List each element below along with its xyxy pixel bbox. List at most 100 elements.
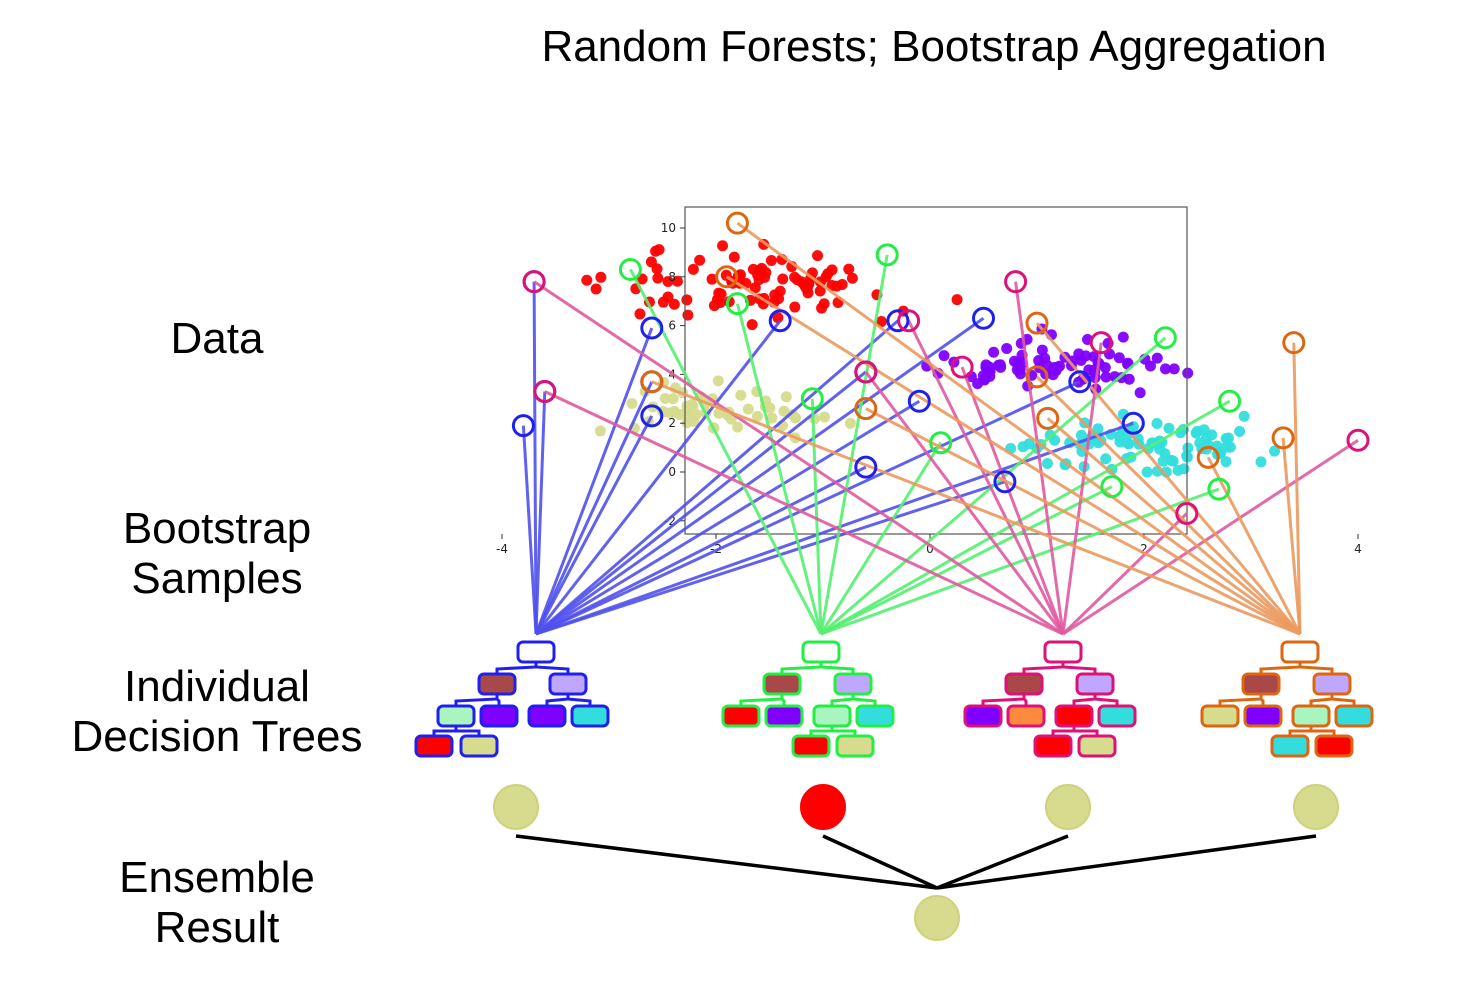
data-point xyxy=(728,251,740,263)
tree-3-edge xyxy=(1022,662,1065,674)
tree-2-leaf-node xyxy=(791,734,831,758)
tree-4-sample-ring xyxy=(640,370,664,394)
tree-4-sample-line xyxy=(725,275,1301,636)
data-point xyxy=(1159,363,1171,375)
data-point xyxy=(1041,457,1053,469)
data-point xyxy=(1134,387,1146,399)
tree-3-leaf-node xyxy=(1033,734,1073,758)
data-point xyxy=(843,263,855,275)
tree-2-sample-line xyxy=(810,398,823,635)
tree-3 xyxy=(963,640,1137,758)
tree-1-edge xyxy=(566,694,592,706)
data-point xyxy=(772,312,784,324)
tree-3-sample-ring xyxy=(950,355,974,379)
data-point xyxy=(735,389,747,401)
tree-3-leaf-node xyxy=(1006,704,1046,728)
tree-4-prediction xyxy=(1293,784,1339,830)
data-point xyxy=(694,254,706,266)
y-tick-label: 6 xyxy=(668,319,676,333)
tree-1-sample-line xyxy=(535,319,899,636)
tree-4-leaf-node xyxy=(1270,734,1310,758)
tree-3-edge xyxy=(981,694,1026,706)
tree-3-root-node xyxy=(1043,640,1083,664)
tree-3-sample-line xyxy=(907,320,1065,635)
y-tick-label: 10 xyxy=(661,221,676,235)
tree-4-edge xyxy=(1218,694,1263,706)
data-point xyxy=(690,409,702,421)
tree-3-sample-ring xyxy=(1175,501,1199,525)
tree-1-sample-ring xyxy=(511,414,535,438)
ensemble-result-node xyxy=(914,895,960,941)
data-point xyxy=(951,294,963,306)
tree-4-sample-ring xyxy=(1025,311,1049,335)
tree-3-sample-line xyxy=(1062,439,1359,636)
tree-2-sample-line xyxy=(735,303,823,635)
tree-3-inner-node xyxy=(1075,672,1115,696)
tree-2-leaf-node xyxy=(764,704,804,728)
tree-1-root-node xyxy=(516,640,556,664)
data-point xyxy=(590,283,602,295)
data-point xyxy=(712,375,724,387)
data-point xyxy=(706,273,718,285)
data-point xyxy=(988,346,1000,358)
tree-4-sample-ring xyxy=(854,397,878,421)
tree-2-root-node xyxy=(801,640,841,664)
tree-1-sample-line xyxy=(534,381,654,635)
x-tick-label: -4 xyxy=(496,542,508,556)
tree-1-edge xyxy=(534,662,570,674)
data-point xyxy=(1178,463,1190,475)
tree-3-inner-node xyxy=(1004,672,1044,696)
tree-4-sample-ring xyxy=(725,211,749,235)
tree-4-leaf-node xyxy=(1334,704,1374,728)
data-point xyxy=(594,425,606,437)
data-point xyxy=(831,280,843,292)
data-point xyxy=(789,412,801,424)
tree-3-sample-line xyxy=(1014,281,1065,635)
tree-4-leaf-node xyxy=(1291,704,1331,728)
data-point xyxy=(662,276,674,288)
tree-3-sample-ring xyxy=(1346,428,1370,452)
tree-1-edge xyxy=(545,694,570,706)
tree-1-sample-ring xyxy=(972,306,995,330)
tree-4-edge xyxy=(1259,662,1302,674)
row-label-data-text: Data xyxy=(170,314,264,363)
tree-1-sample-ring xyxy=(854,455,878,479)
data-point xyxy=(626,397,638,409)
tree-1-sample-line xyxy=(521,425,538,635)
data-point xyxy=(1075,354,1087,366)
tree-1-sample-line xyxy=(535,380,1081,636)
tree-4-leaf-node xyxy=(1314,734,1354,758)
tree-4-sample-line xyxy=(1035,375,1302,636)
tree-1-sample-ring xyxy=(640,404,664,428)
data-point xyxy=(1191,425,1203,437)
tree-1-edge xyxy=(495,662,538,674)
tree-3-leaf-node xyxy=(1077,734,1117,758)
tree-4 xyxy=(1200,640,1374,758)
data-point xyxy=(992,359,1004,371)
data-point xyxy=(1238,410,1250,422)
tree-1 xyxy=(414,640,610,758)
tree-4-edge xyxy=(1298,662,1334,674)
tree-1-sample-ring xyxy=(640,316,664,340)
tree-2-inner-node xyxy=(833,672,873,696)
data-point xyxy=(1049,434,1061,446)
tree-2-sample-line xyxy=(820,336,1167,636)
tree-3-edge xyxy=(1072,726,1099,736)
tree-1-leaf-node xyxy=(459,734,499,758)
tree-1-sample-line xyxy=(535,465,867,636)
tree-2-sample-line xyxy=(819,254,889,635)
tree-2-prediction xyxy=(800,784,846,830)
data-point xyxy=(777,273,789,285)
tree-4-sample-line xyxy=(1281,437,1302,635)
data-point xyxy=(1100,371,1112,383)
data-point xyxy=(766,412,778,424)
data-point xyxy=(1100,453,1112,465)
bootstrap-sample-rings xyxy=(511,211,1370,525)
data-point xyxy=(1113,352,1125,364)
tree-2-sample-ring xyxy=(1218,389,1242,413)
data-point xyxy=(668,298,680,310)
data-point xyxy=(1220,441,1232,453)
tree-3-sample-line xyxy=(960,366,1065,635)
row-label-ensemble-line-1: Ensemble xyxy=(119,853,315,902)
